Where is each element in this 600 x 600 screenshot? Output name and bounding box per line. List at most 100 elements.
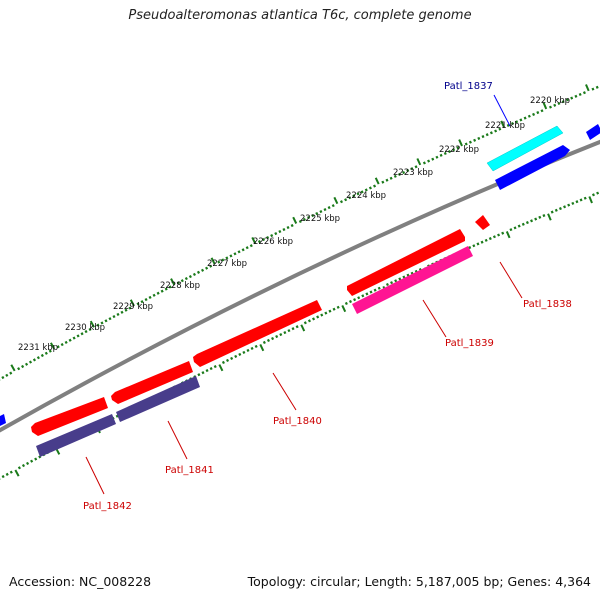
scale-minor-tick	[168, 285, 172, 289]
scale-minor-tick	[242, 350, 246, 354]
scale-minor-tick	[422, 161, 426, 165]
scale-minor-tick	[266, 338, 270, 343]
scale-minor-tick	[237, 250, 241, 254]
scale-minor-tick	[303, 321, 307, 325]
genome-stats-text: Topology: circular; Length: 5,187,005 bp…	[247, 574, 591, 589]
tick-label-2226: 2226 kbp	[253, 237, 293, 247]
gene-arrow-patl-1839[interactable]	[352, 246, 473, 314]
gene-arrow-patl-1838[interactable]	[475, 215, 490, 230]
gene-label-patl-1837[interactable]: Patl_1837	[444, 81, 493, 92]
gene-label-patl-1840[interactable]: Patl_1840	[273, 416, 322, 427]
leader-patl-1840	[272, 372, 297, 411]
scale-minor-tick	[369, 290, 373, 294]
scale-minor-tick	[24, 362, 29, 366]
leader-patl-1841	[167, 420, 188, 460]
scale-minor-tick	[295, 325, 299, 329]
gene-arrow-patl-1842-outer[interactable]	[31, 397, 108, 436]
scale-major-tick	[542, 102, 548, 110]
scale-minor-tick	[390, 281, 394, 285]
scale-minor-tick	[332, 307, 336, 311]
scale-minor-tick	[385, 178, 389, 182]
scale-minor-tick	[365, 292, 369, 296]
scale-minor-tick	[356, 192, 360, 196]
gene-arrow-patl-1837-outer[interactable]	[486, 125, 564, 172]
scale-minor-tick	[209, 366, 213, 371]
scale-minor-tick	[447, 150, 451, 154]
scale-minor-tick	[217, 260, 221, 264]
scale-minor-tick	[530, 219, 534, 223]
scale-minor-tick	[234, 354, 238, 359]
gene-arrow-partial-left[interactable]	[0, 414, 6, 427]
scale-minor-tick	[241, 248, 245, 252]
gene-label-patl-1838[interactable]: Patl_1838	[523, 299, 572, 310]
scale-minor-tick	[184, 277, 188, 281]
scale-minor-tick	[406, 169, 410, 173]
tick-label-2229: 2229 kbp	[113, 302, 153, 312]
scale-minor-tick	[302, 217, 306, 222]
scale-minor-tick	[108, 317, 112, 321]
scale-minor-tick	[312, 317, 316, 321]
scale-minor-tick	[44, 351, 48, 355]
scale-minor-tick	[394, 279, 398, 283]
scale-minor-tick	[571, 201, 575, 205]
scale-minor-tick	[136, 302, 140, 306]
gene-arrow-patl-1841-outer[interactable]	[111, 361, 193, 404]
gene-arrow-partial-right[interactable]	[586, 124, 600, 140]
gene-arrow-patl-1841-inner[interactable]	[116, 376, 200, 422]
scale-minor-tick	[534, 217, 538, 221]
scale-minor-tick	[5, 472, 9, 476]
scale-minor-tick	[583, 196, 587, 200]
scale-minor-tick	[485, 133, 489, 137]
scale-minor-tick	[76, 334, 80, 338]
scale-minor-tick	[278, 229, 282, 234]
scale-minor-tick	[30, 459, 34, 463]
gene-arrow-patl-1842-inner[interactable]	[36, 414, 116, 457]
scale-minor-tick	[393, 174, 397, 178]
gene-arrows	[0, 124, 600, 457]
scale-minor-tick	[553, 103, 557, 107]
scale-major-tick	[341, 304, 347, 313]
scale-minor-tick	[238, 352, 242, 357]
scale-minor-tick	[497, 233, 501, 237]
scale-minor-tick	[484, 238, 488, 242]
scale-minor-tick	[591, 193, 595, 197]
scale-minor-tick	[410, 167, 414, 171]
scale-minor-tick	[498, 127, 502, 131]
gene-arrow-patl-1840[interactable]	[193, 300, 322, 367]
scale-minor-tick	[506, 123, 510, 127]
scale-minor-tick	[554, 208, 558, 212]
scale-minor-tick	[550, 210, 554, 214]
gene-label-patl-1841[interactable]: Patl_1841	[165, 465, 214, 476]
scale-major-tick	[500, 120, 505, 128]
scale-minor-tick	[80, 332, 84, 336]
scale-minor-tick	[56, 345, 60, 349]
gene-label-patl-1842[interactable]: Patl_1842	[83, 501, 132, 512]
gene-labels: Patl_1837 Patl_1838 Patl_1839 Patl_1840 …	[83, 81, 572, 512]
gene-arrow-red-upper[interactable]	[347, 229, 465, 296]
gene-leader-lines	[85, 94, 523, 495]
tick-label-2228: 2228 kbp	[160, 281, 200, 291]
tick-label-2220: 2220 kbp	[530, 96, 570, 106]
scale-minor-tick	[344, 301, 348, 306]
tick-label-2221: 2221 kbp	[485, 121, 525, 131]
scale-minor-tick	[517, 224, 521, 228]
scale-minor-tick	[201, 371, 205, 375]
scale-minor-tick	[521, 222, 525, 226]
gene-label-patl-1839[interactable]: Patl_1839	[445, 338, 494, 349]
scale-minor-tick	[205, 266, 209, 270]
scale-minor-tick	[115, 414, 119, 418]
scale-minor-tick	[9, 371, 13, 375]
scale-minor-tick	[523, 116, 527, 120]
scale-major-tick	[292, 216, 298, 224]
scale-minor-tick	[398, 277, 402, 281]
scale-minor-tick	[348, 196, 352, 200]
scale-major-tick	[129, 299, 135, 307]
inner-scale-track	[0, 191, 600, 480]
scale-minor-tick	[368, 186, 372, 190]
scale-minor-tick	[176, 281, 180, 285]
scale-minor-tick	[225, 256, 229, 260]
scale-major-tick	[259, 344, 265, 352]
gene-arrow-patl-1837-inner[interactable]	[495, 145, 570, 190]
scale-minor-tick	[360, 190, 364, 194]
